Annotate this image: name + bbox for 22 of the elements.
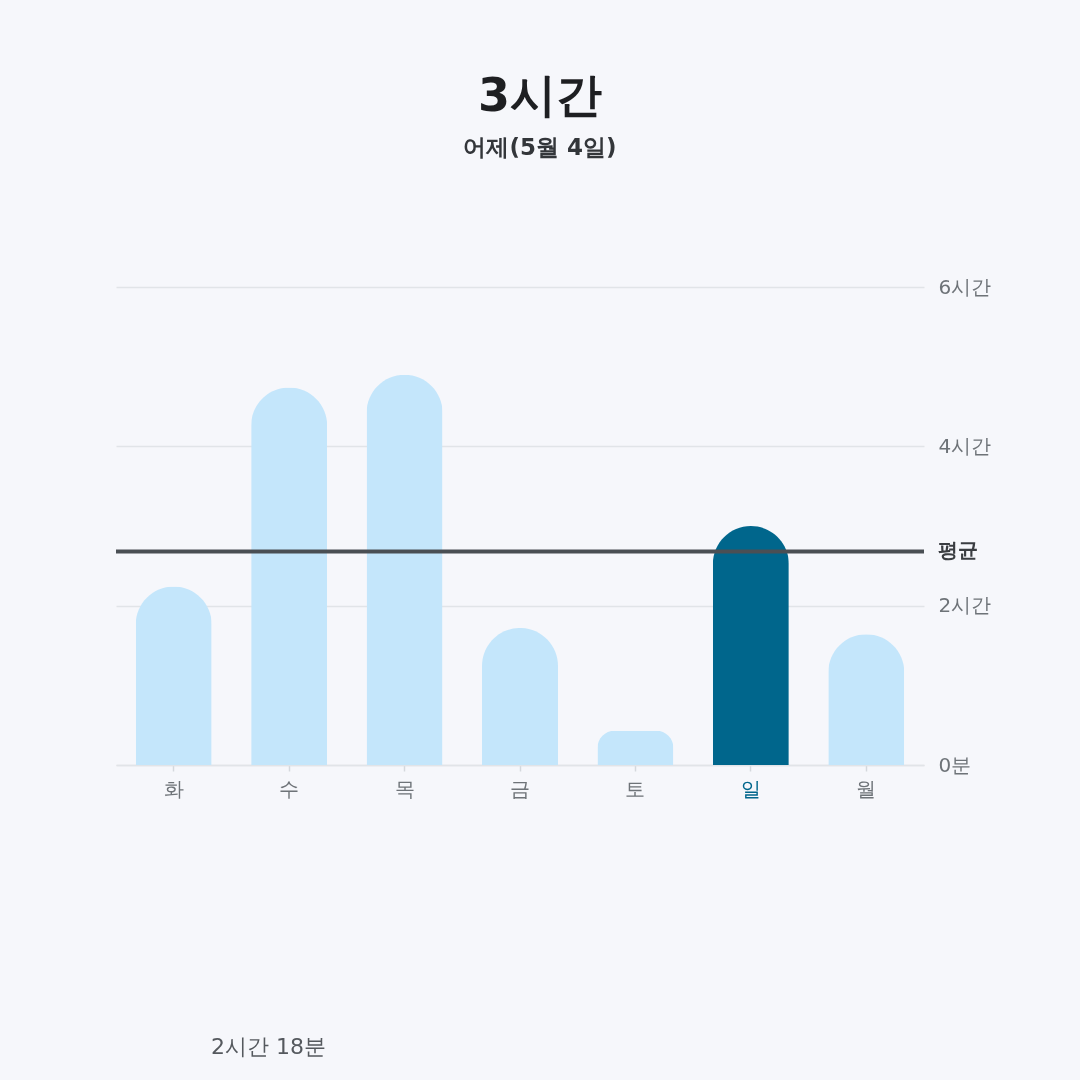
bar [251,387,328,765]
text: 2시간 18분 [211,1034,326,1059]
y-tick-label: 2시간 [938,593,992,618]
x-tick-label: 일 [740,776,761,801]
bar [712,526,789,765]
bar [366,374,443,765]
x-tick-label: 화 [163,776,184,801]
x-tick-label: 토 [625,776,646,801]
x-tick-label: 목 [394,776,415,801]
x-tick-label: 금 [510,776,530,801]
chart-title: 3시간 [477,68,603,122]
chart-subtitle: 어제(5월 4일) [463,134,617,160]
x-tick-label: 수 [279,776,300,801]
bar [828,634,905,765]
bar [597,730,674,765]
bar [135,586,212,765]
y-tick-label: 4시간 [938,433,992,458]
bar [482,627,558,765]
ref-line-label: 평균 [938,538,978,563]
y-tick-label: 0분 [938,752,972,777]
x-tick-label: 월 [856,776,877,801]
y-tick-label: 6시간 [938,274,992,299]
